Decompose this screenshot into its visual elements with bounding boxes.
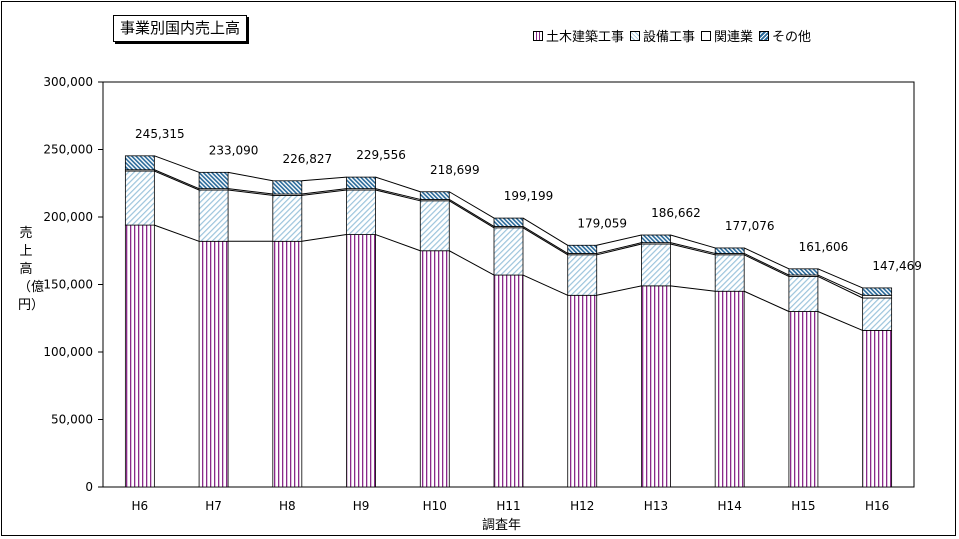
total-data-label: 229,556 <box>356 148 406 162</box>
bar-civil <box>198 240 229 488</box>
bar-civil <box>272 240 303 488</box>
bar-equipment <box>788 275 819 312</box>
bar-other <box>493 217 524 227</box>
x-tick-label: H9 <box>353 499 370 513</box>
bar-other <box>567 244 598 254</box>
bar-other <box>641 234 671 244</box>
total-data-label: 186,662 <box>651 206 701 220</box>
total-data-label: 199,199 <box>504 189 554 203</box>
bar-equipment <box>641 243 671 287</box>
total-data-label: 179,059 <box>577 216 627 230</box>
legend-swatch-related <box>701 30 712 41</box>
bar-other <box>714 247 745 254</box>
bar-equipment <box>862 297 893 331</box>
legend-item-equipment: 設備工事 <box>630 26 695 45</box>
legend-item-other: その他 <box>759 26 811 45</box>
bar-equipment <box>346 189 376 235</box>
x-tick-label: H8 <box>279 499 296 513</box>
x-tick-label: H10 <box>423 499 447 513</box>
total-data-label: 177,076 <box>725 219 775 233</box>
total-data-label: 161,606 <box>799 240 849 254</box>
legend-label-other: その他 <box>772 30 812 45</box>
bar-civil <box>567 294 598 488</box>
x-tick-label: H6 <box>132 499 149 513</box>
bar-equipment <box>198 189 229 242</box>
total-data-label: 218,699 <box>430 163 480 177</box>
x-axis-label: 調査年 <box>482 518 522 533</box>
legend-item-civil: 土木建築工事 <box>533 26 624 45</box>
x-tick-label: H14 <box>718 499 742 513</box>
y-tick-label: 200,000 <box>43 210 93 224</box>
legend-label-equipment: 設備工事 <box>643 30 696 45</box>
x-tick-label: H15 <box>791 499 815 513</box>
x-tick-label: H16 <box>865 499 889 513</box>
x-tick-label: H13 <box>644 499 668 513</box>
bar-other <box>198 171 229 190</box>
bar-equipment <box>419 200 450 252</box>
total-data-label: 245,315 <box>135 127 185 141</box>
legend-swatch-equipment <box>630 30 641 41</box>
bar-civil <box>862 329 893 488</box>
legend-swatch-civil <box>533 30 543 41</box>
y-tick-label: 300,000 <box>43 75 93 89</box>
legend-swatch-other <box>759 30 770 41</box>
bar-equipment <box>567 254 598 296</box>
bar-other <box>788 268 819 276</box>
total-data-label: 147,469 <box>872 259 922 273</box>
x-tick-label: H12 <box>570 499 594 513</box>
bar-other <box>346 176 376 190</box>
bar-civil <box>714 290 745 488</box>
bar-civil <box>124 224 155 488</box>
y-tick-label: 0 <box>85 480 93 494</box>
legend: 土木建築工事 設備工事 関連業 その他 <box>533 26 817 45</box>
bar-other <box>862 287 893 296</box>
bar-civil <box>493 274 524 488</box>
chart-title: 事業別国内売上高 <box>113 15 248 42</box>
bar-equipment <box>124 170 155 226</box>
legend-item-related: 関連業 <box>701 26 753 45</box>
y-tick-label: 150,000 <box>43 278 93 292</box>
legend-label-related: 関連業 <box>714 30 754 45</box>
total-data-label: 226,827 <box>283 152 333 166</box>
x-tick-label: H7 <box>205 499 222 513</box>
bar-other <box>419 191 450 200</box>
bar-civil <box>346 234 376 488</box>
bar-other <box>124 155 155 171</box>
bar-other <box>272 180 303 195</box>
y-axis-label: 売上高（億円） <box>18 226 45 313</box>
legend-label-civil: 土木建築工事 <box>546 30 625 45</box>
y-tick-label: 250,000 <box>43 143 93 157</box>
bar-related <box>862 294 893 299</box>
bar-equipment <box>714 254 745 292</box>
bar-equipment <box>272 194 303 242</box>
total-data-label: 233,090 <box>209 143 259 157</box>
x-tick-label: H11 <box>496 499 520 513</box>
y-tick-label: 50,000 <box>51 413 93 427</box>
y-tick-label: 100,000 <box>43 345 93 359</box>
bar-civil <box>419 250 450 488</box>
bar-civil <box>788 311 819 488</box>
bar-equipment <box>493 227 524 276</box>
bar-civil <box>641 285 671 488</box>
